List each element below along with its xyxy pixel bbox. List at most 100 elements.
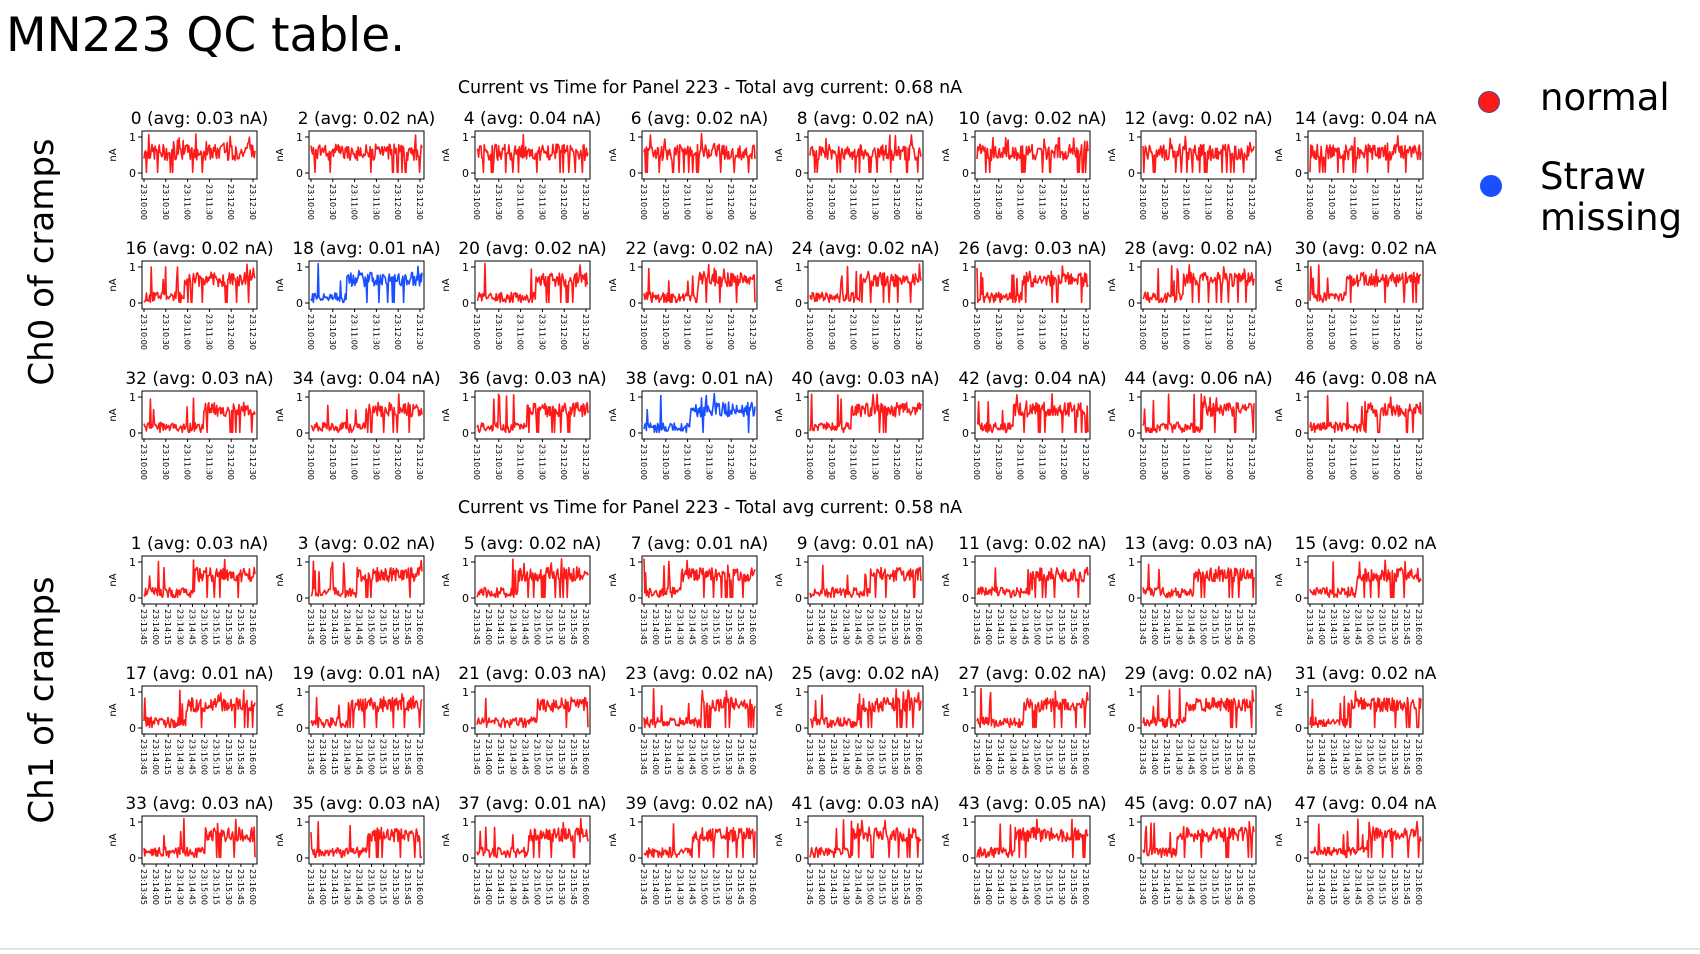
y-tick-label: 1 — [795, 261, 802, 274]
x-tick-label: 23:15:45 — [236, 869, 245, 905]
x-tick-label: 23:10:30 — [494, 444, 503, 480]
y-tick-label: 1 — [962, 686, 969, 699]
x-tick-label: 23:14:45 — [1020, 739, 1029, 775]
x-tick-label: 23:15:15 — [1045, 869, 1054, 905]
x-tick-label: 23:15:30 — [1223, 609, 1232, 645]
subplot-title: 24 (avg: 0.02 nA) — [791, 239, 939, 259]
y-tick-label: 1 — [962, 261, 969, 274]
x-tick-label: 23:14:00 — [984, 739, 993, 775]
x-tick-label: 23:15:45 — [902, 869, 911, 905]
y-tick-label: 0 — [629, 297, 636, 310]
x-tick-label: 23:14:00 — [651, 739, 660, 775]
y-tick-label: 0 — [462, 852, 469, 865]
x-tick-label: 23:11:30 — [537, 184, 546, 220]
x-tick-label: 23:14:00 — [1317, 869, 1326, 905]
x-tick-label: 23:10:00 — [639, 444, 648, 480]
subplot-title: 8 (avg: 0.02 nA) — [797, 109, 935, 129]
x-tick-label: 23:16:00 — [748, 869, 757, 905]
x-tick-label: 23:11:00 — [683, 184, 692, 220]
y-tick-label: 0 — [462, 167, 469, 180]
y-tick-label: 1 — [296, 261, 303, 274]
x-tick-label: 23:13:45 — [1305, 869, 1314, 905]
x-tick-label: 23:15:30 — [890, 739, 899, 775]
y-axis-label: nA — [1274, 703, 1285, 716]
y-tick-label: 1 — [129, 686, 136, 699]
y-tick-label: 0 — [795, 297, 802, 310]
x-tick-label: 23:10:00 — [805, 184, 814, 220]
x-tick-label: 23:15:00 — [1199, 609, 1208, 645]
subplot: 18 (avg: 0.01 nA) 1 0 nA 23:10:00 23:10:30 23:… — [275, 239, 441, 350]
current-trace — [476, 817, 589, 859]
x-tick-label: 23:12:30 — [1247, 444, 1256, 480]
y-tick-label: 0 — [795, 167, 802, 180]
y-axis-label: nA — [275, 833, 286, 846]
x-tick-label: 23:15:00 — [700, 739, 709, 775]
x-tick-label: 23:10:30 — [994, 314, 1003, 350]
subplot-title: 43 (avg: 0.05 nA) — [958, 794, 1106, 814]
x-tick-label: 23:15:00 — [367, 869, 376, 905]
subplot-title: 33 (avg: 0.03 nA) — [125, 794, 273, 814]
y-tick-label: 1 — [1295, 686, 1302, 699]
x-tick-label: 23:15:45 — [736, 609, 745, 645]
x-tick-label: 23:12:00 — [1059, 184, 1068, 220]
x-tick-label: 23:12:30 — [415, 314, 424, 350]
x-tick-label: 23:13:45 — [1305, 739, 1314, 775]
subplot-title: 7 (avg: 0.01 nA) — [631, 534, 769, 554]
current-trace — [1309, 135, 1422, 174]
plot-frame — [474, 685, 591, 735]
x-tick-label: 23:16:00 — [914, 739, 923, 775]
x-tick-label: 23:14:45 — [520, 609, 529, 645]
y-tick-label: 1 — [962, 816, 969, 829]
x-tick-label: 23:14:00 — [817, 609, 826, 645]
x-tick-label: 23:10:00 — [306, 184, 315, 220]
x-tick-label: 23:11:00 — [1016, 314, 1025, 350]
x-tick-label: 23:15:30 — [890, 609, 899, 645]
y-tick-label: 0 — [962, 852, 969, 865]
y-tick-label: 0 — [629, 592, 636, 605]
current-trace — [1142, 393, 1255, 434]
x-tick-label: 23:14:45 — [354, 869, 363, 905]
y-axis-label: nA — [941, 148, 952, 161]
x-tick-label: 23:15:30 — [557, 609, 566, 645]
x-tick-label: 23:13:45 — [1138, 609, 1147, 645]
x-tick-label: 23:14:00 — [1317, 609, 1326, 645]
x-tick-label: 23:15:00 — [1199, 739, 1208, 775]
subplot-title: 2 (avg: 0.02 nA) — [298, 109, 436, 129]
x-tick-label: 23:12:00 — [1392, 314, 1401, 350]
subplot-title: 4 (avg: 0.04 nA) — [464, 109, 602, 129]
x-tick-label: 23:11:00 — [683, 444, 692, 480]
x-tick-label: 23:11:00 — [183, 184, 192, 220]
x-tick-label: 23:14:00 — [984, 609, 993, 645]
x-tick-label: 23:16:00 — [1247, 609, 1256, 645]
subplot-title: 17 (avg: 0.01 nA) — [125, 664, 273, 684]
x-tick-label: 23:11:30 — [1203, 314, 1212, 350]
subplot: 20 (avg: 0.02 nA) 1 0 nA 23:10:00 23:10:30 23:… — [441, 239, 607, 350]
x-tick-label: 23:11:00 — [1016, 444, 1025, 480]
subplot: 28 (avg: 0.02 nA) 1 0 nA 23:10:00 23:10:30 23:… — [1107, 239, 1273, 350]
x-tick-label: 23:14:15 — [996, 609, 1005, 645]
x-tick-label: 23:12:00 — [226, 314, 235, 350]
x-tick-label: 23:14:00 — [151, 609, 160, 645]
y-tick-label: 1 — [1295, 556, 1302, 569]
y-tick-label: 1 — [1295, 391, 1302, 404]
y-tick-label: 0 — [1128, 722, 1135, 735]
subplot: 42 (avg: 0.04 nA) 1 0 nA 23:10:00 23:10:30 23:… — [941, 369, 1107, 480]
x-tick-label: 23:12:30 — [1414, 444, 1423, 480]
x-tick-label: 23:13:45 — [306, 869, 315, 905]
y-tick-label: 1 — [129, 816, 136, 829]
x-tick-label: 23:11:00 — [849, 444, 858, 480]
current-trace — [976, 566, 1089, 599]
x-tick-label: 23:11:00 — [516, 184, 525, 220]
x-tick-label: 23:11:00 — [516, 314, 525, 350]
x-tick-label: 23:13:45 — [805, 869, 814, 905]
subplot-title: 36 (avg: 0.03 nA) — [458, 369, 606, 389]
current-trace — [976, 136, 1089, 174]
x-tick-label: 23:15:15 — [878, 739, 887, 775]
x-tick-label: 23:13:45 — [972, 609, 981, 645]
x-tick-label: 23:10:00 — [805, 314, 814, 350]
y-tick-label: 0 — [795, 427, 802, 440]
y-tick-label: 0 — [462, 427, 469, 440]
x-tick-label: 23:12:30 — [1414, 314, 1423, 350]
current-trace — [476, 133, 589, 174]
